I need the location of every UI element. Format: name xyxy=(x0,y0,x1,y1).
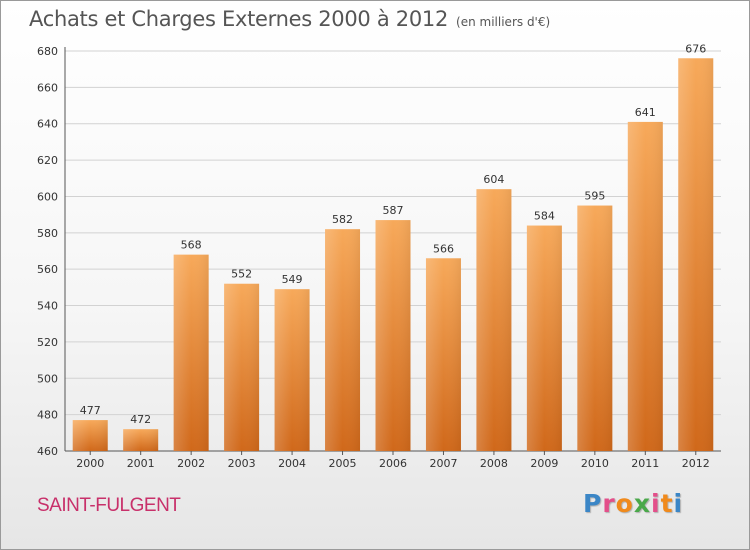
x-tick-label: 2005 xyxy=(329,457,357,470)
x-tick-label: 2007 xyxy=(429,457,457,470)
x-tick-label: 2009 xyxy=(530,457,558,470)
data-label: 676 xyxy=(685,42,706,55)
bar-sheen xyxy=(526,225,562,451)
data-label: 472 xyxy=(130,413,151,426)
y-tick-label: 480 xyxy=(37,409,58,422)
data-label: 595 xyxy=(584,190,605,203)
bar-sheen xyxy=(123,429,159,451)
y-tick-label: 600 xyxy=(37,190,58,203)
y-tick-label: 500 xyxy=(37,372,58,385)
y-tick-label: 460 xyxy=(37,445,58,458)
x-tick-label: 2006 xyxy=(379,457,407,470)
bar-sheen xyxy=(72,420,108,451)
y-tick-label: 580 xyxy=(37,227,58,240)
bar-sheen xyxy=(425,258,461,451)
chart-unit: (en milliers d'€) xyxy=(456,15,551,29)
bar-sheen xyxy=(476,189,512,451)
y-tick-label: 680 xyxy=(37,45,58,58)
x-tick-label: 2010 xyxy=(581,457,609,470)
logo-letter: x xyxy=(633,489,651,518)
logo-letter: r xyxy=(602,489,616,518)
chart-title-block: Achats et Charges Externes 2000 à 2012 (e… xyxy=(29,7,550,31)
bar-sheen xyxy=(173,254,209,451)
data-label: 582 xyxy=(332,213,353,226)
place-name: SAINT-FULGENT xyxy=(37,495,181,516)
logo-letter: t xyxy=(660,489,674,518)
data-label: 566 xyxy=(433,242,454,255)
bar-sheen xyxy=(224,283,260,451)
logo-letter: i xyxy=(673,489,684,518)
x-tick-label: 2002 xyxy=(177,457,205,470)
proxiti-logo: Proxiti xyxy=(583,489,683,518)
bar-sheen xyxy=(577,205,613,451)
data-label: 641 xyxy=(635,106,656,119)
bar-sheen xyxy=(678,58,714,451)
y-tick-label: 540 xyxy=(37,300,58,313)
logo-letter: i xyxy=(651,489,661,518)
y-tick-label: 560 xyxy=(37,263,58,276)
data-label: 604 xyxy=(483,173,504,186)
x-tick-label: 2001 xyxy=(127,457,155,470)
bar-sheen xyxy=(627,121,663,451)
logo-letter: o xyxy=(615,489,634,518)
x-tick-label: 2000 xyxy=(76,457,104,470)
x-tick-label: 2003 xyxy=(228,457,256,470)
bar-sheen xyxy=(375,220,411,451)
y-tick-label: 660 xyxy=(37,81,58,94)
data-label: 584 xyxy=(534,210,555,223)
bar-sheen xyxy=(274,289,310,451)
x-tick-label: 2011 xyxy=(631,457,659,470)
chart-title: Achats et Charges Externes 2000 à 2012 xyxy=(29,7,449,31)
data-label: 568 xyxy=(181,239,202,252)
data-label: 549 xyxy=(282,273,303,286)
y-tick-label: 640 xyxy=(37,118,58,131)
x-tick-label: 2012 xyxy=(682,457,710,470)
bar-sheen xyxy=(325,229,361,451)
x-tick-label: 2008 xyxy=(480,457,508,470)
y-tick-label: 520 xyxy=(37,336,58,349)
y-tick-label: 620 xyxy=(37,154,58,167)
data-label: 587 xyxy=(383,204,404,217)
logo-letter: P xyxy=(583,489,603,518)
data-label: 477 xyxy=(80,404,101,417)
data-label: 552 xyxy=(231,268,252,281)
x-tick-label: 2004 xyxy=(278,457,306,470)
